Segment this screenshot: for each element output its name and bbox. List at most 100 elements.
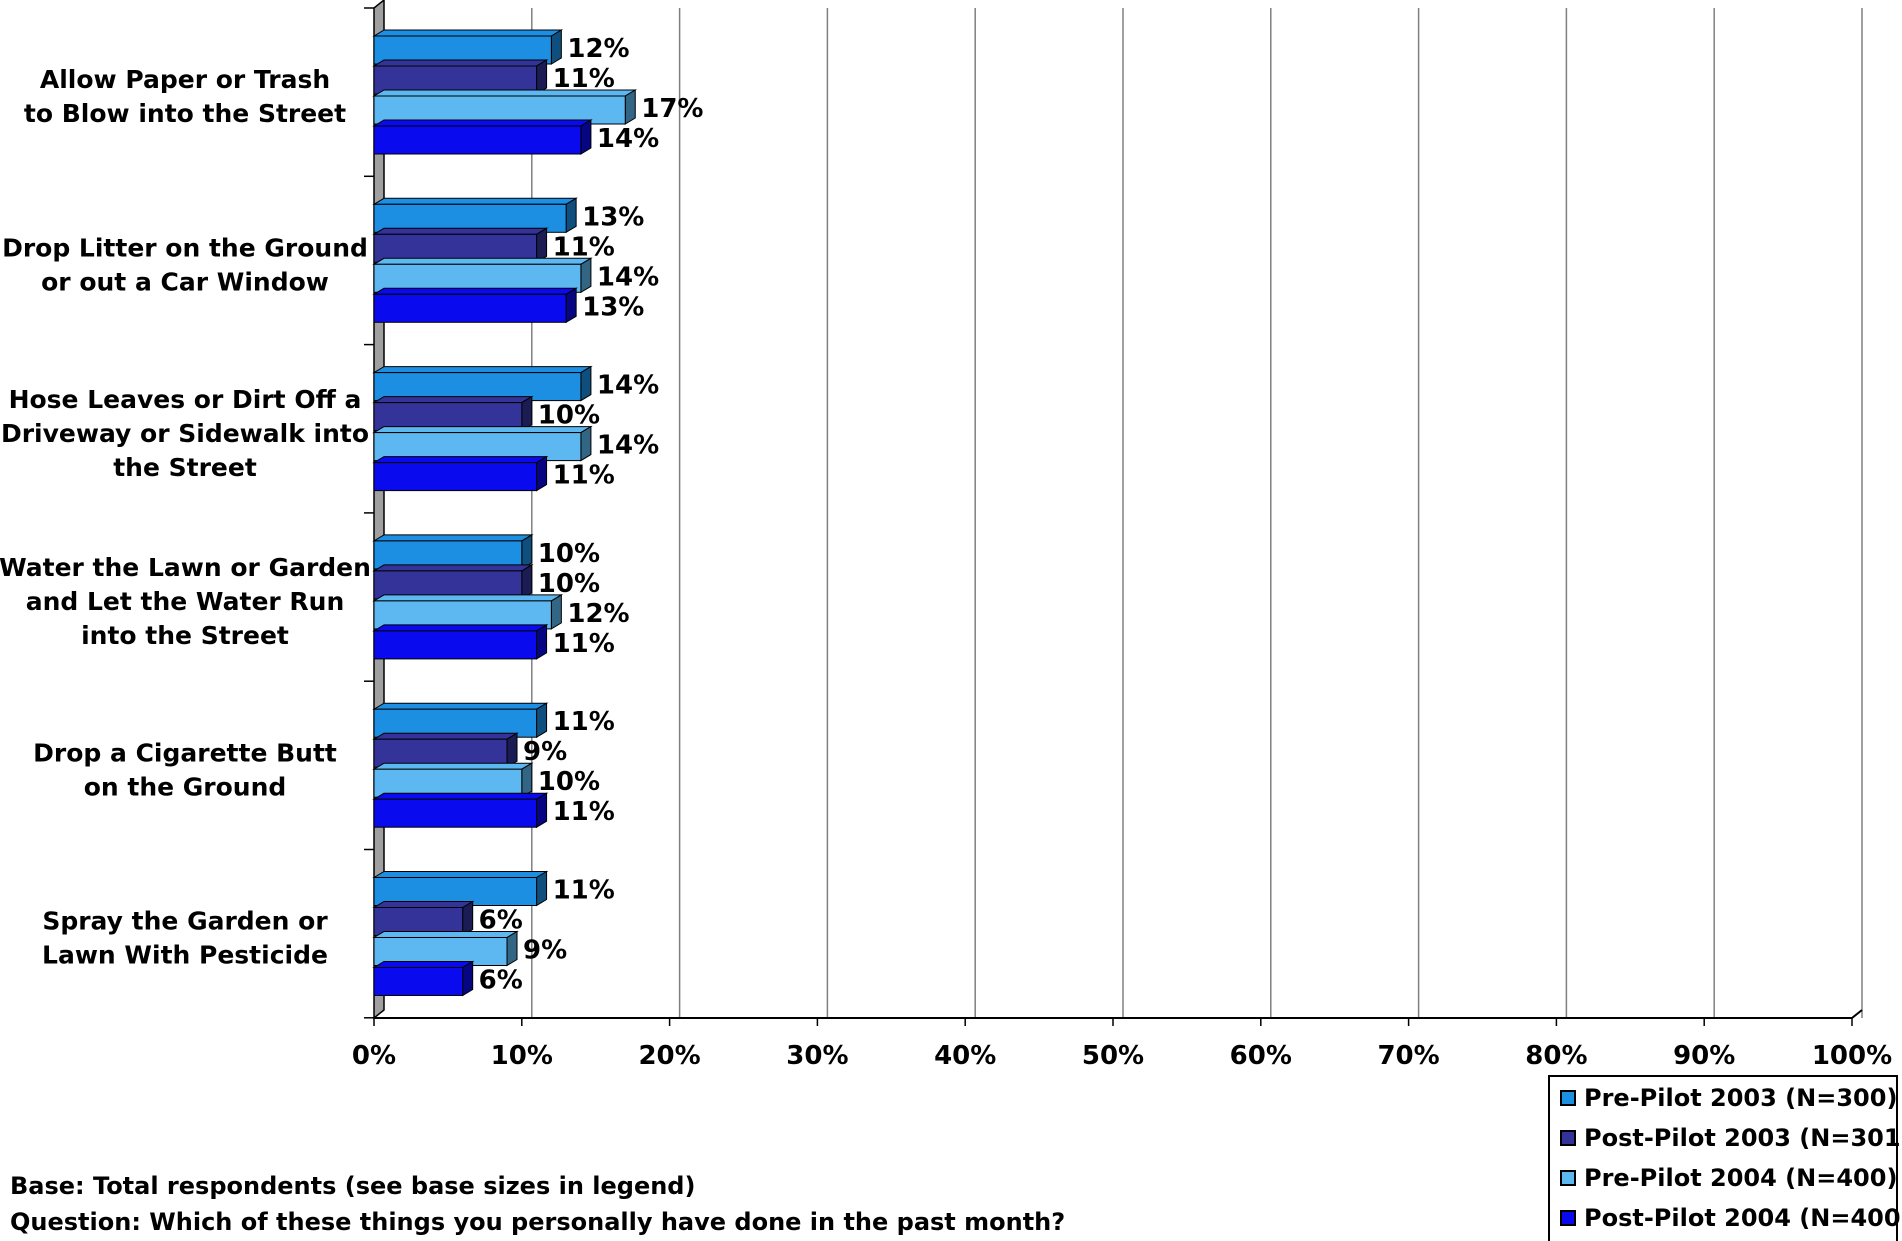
- x-tick-label: 10%: [491, 1041, 553, 1071]
- data-label: 11%: [553, 461, 615, 491]
- bar-top: [372, 624, 549, 632]
- bar-side: [550, 594, 562, 630]
- bar: [373, 907, 464, 936]
- data-label: 11%: [553, 629, 615, 659]
- category-label: Spray the Garden or Lawn With Pesticide: [42, 907, 328, 970]
- bar: [373, 263, 582, 293]
- category-label: Water the Lawn or Garden and Let the Wate…: [0, 553, 371, 650]
- x-axis-depth: [1851, 1009, 1863, 1019]
- bar-side: [536, 702, 548, 739]
- legend-swatch: [1560, 1130, 1576, 1146]
- bar-top: [372, 287, 578, 295]
- gridlines: [531, 8, 1863, 1018]
- bar: [373, 203, 567, 233]
- category-label-line: into the Street: [81, 621, 289, 650]
- bar-side: [521, 762, 533, 799]
- bar-top: [372, 366, 593, 374]
- bar-top: [372, 59, 549, 67]
- data-label: 13%: [582, 292, 644, 322]
- category-label-line: the Street: [113, 453, 257, 482]
- bar-top: [372, 197, 578, 205]
- data-label: 12%: [567, 34, 629, 64]
- bar: [373, 372, 582, 402]
- bar-top: [372, 396, 534, 404]
- bar: [373, 798, 538, 828]
- category-label-line: Hose Leaves or Dirt Off a: [9, 385, 362, 414]
- data-label: 6%: [479, 966, 523, 996]
- bar: [373, 738, 508, 768]
- x-tick-label: 80%: [1525, 1041, 1587, 1071]
- x-tick-label: 70%: [1377, 1041, 1439, 1071]
- bar-chart: 12%11%17%14%13%11%14%13%14%10%14%11%10%1…: [0, 0, 1892, 1071]
- data-label: 10%: [538, 539, 600, 569]
- data-label: 13%: [582, 202, 644, 232]
- bar: [373, 937, 508, 966]
- x-tick-labels: 0% 10% 20% 30% 40% 50% 60% 70% 80% 90% 100%: [352, 1041, 1892, 1071]
- bar-side: [536, 624, 548, 660]
- question-note: Question: Which of these things you pers…: [10, 1208, 1066, 1236]
- bar-top: [372, 871, 549, 878]
- bar: [373, 432, 582, 462]
- legend-label: Pre-Pilot 2004 (N=400): [1584, 1164, 1898, 1192]
- x-tick-label: 90%: [1673, 1041, 1735, 1071]
- bar-side: [580, 365, 592, 402]
- bar-side: [624, 89, 636, 125]
- bar-side: [462, 960, 474, 997]
- data-label: 11%: [553, 64, 615, 94]
- x-tick-label: 40%: [934, 1041, 996, 1071]
- bar: [373, 630, 538, 660]
- bar-top: [372, 732, 519, 740]
- data-label: 14%: [597, 262, 659, 292]
- axes: [364, 0, 1863, 1026]
- bar-side: [536, 227, 548, 264]
- bar: [373, 233, 538, 263]
- bars: [372, 29, 638, 997]
- category-label-line: Water the Lawn or Garden: [0, 553, 371, 582]
- legend-swatch: [1560, 1210, 1576, 1226]
- base-note: Base: Total respondents (see base sizes …: [10, 1172, 696, 1200]
- legend-swatch: [1560, 1170, 1576, 1186]
- bar: [373, 967, 464, 996]
- legend-label: Post-Pilot 2004 (N=400): [1584, 1204, 1902, 1232]
- bar-side: [506, 930, 518, 967]
- bar-side: [580, 425, 592, 462]
- category-label: Drop a Cigarette Butt on the Ground: [33, 738, 337, 801]
- bar: [373, 125, 582, 155]
- bar-side: [521, 395, 533, 432]
- data-label: 6%: [479, 906, 523, 936]
- category-label-line: Lawn With Pesticide: [42, 941, 328, 970]
- legend: Pre-Pilot 2003 (N=300) Post-Pilot 2003 (…: [1548, 1075, 1902, 1241]
- bar-side: [506, 732, 518, 769]
- data-label: 11%: [553, 232, 615, 262]
- bar-top: [372, 456, 549, 464]
- bar-side: [580, 119, 592, 155]
- bar-top: [372, 961, 475, 968]
- category-label-line: or out a Car Window: [41, 267, 329, 296]
- bar-top: [372, 29, 564, 37]
- bar-top: [372, 792, 549, 800]
- bar-side: [521, 534, 533, 570]
- bar-side: [521, 564, 533, 600]
- data-label: 11%: [553, 876, 615, 906]
- x-tick-label: 20%: [638, 1041, 700, 1071]
- category-label-line: Drop a Cigarette Butt: [33, 738, 337, 767]
- category-label-line: on the Ground: [84, 772, 287, 801]
- x-tick-label: 50%: [1082, 1041, 1144, 1071]
- data-label: 11%: [553, 707, 615, 737]
- category-label-line: Spray the Garden or: [42, 907, 328, 936]
- bar-side: [580, 257, 592, 294]
- bar-side: [462, 900, 474, 937]
- category-label-line: Allow Paper or Trash: [40, 65, 330, 94]
- bar: [373, 402, 523, 432]
- data-labels: 12%11%17%14%13%11%14%13%14%10%14%11%10%1…: [479, 34, 704, 996]
- bar-top: [372, 534, 534, 542]
- category-label-line: and Let the Water Run: [26, 587, 345, 616]
- data-label: 14%: [597, 124, 659, 154]
- category-label: Hose Leaves or Dirt Off a Driveway or Sid…: [1, 385, 369, 482]
- legend-item: Pre-Pilot 2003 (N=300): [1560, 1080, 1897, 1116]
- data-label: 9%: [523, 936, 567, 966]
- category-label-line: Driveway or Sidewalk into: [1, 419, 369, 448]
- bar-side: [536, 59, 548, 95]
- data-label: 14%: [597, 431, 659, 461]
- bar: [373, 600, 552, 630]
